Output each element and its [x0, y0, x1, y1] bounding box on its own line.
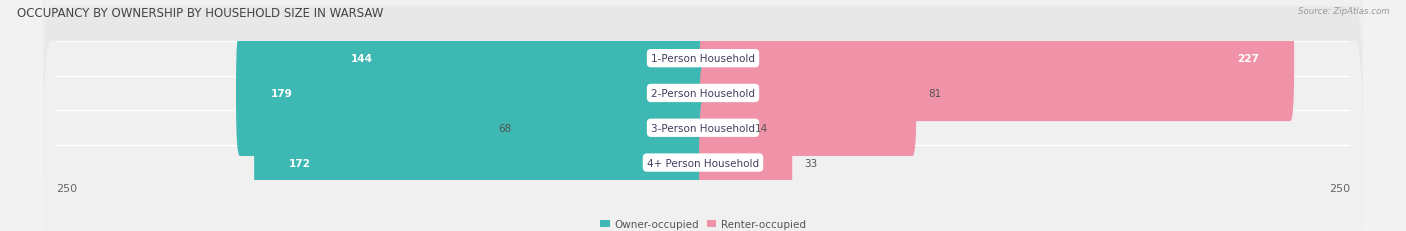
- FancyBboxPatch shape: [523, 66, 707, 191]
- Text: 179: 179: [271, 88, 292, 99]
- Text: 3-Person Household: 3-Person Household: [651, 123, 755, 133]
- FancyBboxPatch shape: [236, 31, 707, 156]
- Text: 250: 250: [1329, 183, 1350, 193]
- Text: 172: 172: [290, 158, 311, 168]
- FancyBboxPatch shape: [44, 0, 1362, 180]
- Text: OCCUPANCY BY OWNERSHIP BY HOUSEHOLD SIZE IN WARSAW: OCCUPANCY BY OWNERSHIP BY HOUSEHOLD SIZE…: [17, 7, 384, 20]
- Text: 14: 14: [755, 123, 768, 133]
- Text: 81: 81: [928, 88, 942, 99]
- Text: 2-Person Household: 2-Person Household: [651, 88, 755, 99]
- FancyBboxPatch shape: [699, 66, 744, 191]
- Text: 68: 68: [498, 123, 512, 133]
- Text: Source: ZipAtlas.com: Source: ZipAtlas.com: [1298, 7, 1389, 16]
- FancyBboxPatch shape: [44, 7, 1362, 231]
- FancyBboxPatch shape: [44, 0, 1362, 215]
- FancyBboxPatch shape: [326, 0, 707, 122]
- FancyBboxPatch shape: [254, 100, 707, 225]
- FancyBboxPatch shape: [44, 42, 1362, 231]
- Text: 4+ Person Household: 4+ Person Household: [647, 158, 759, 168]
- Legend: Owner-occupied, Renter-occupied: Owner-occupied, Renter-occupied: [596, 215, 810, 231]
- Text: 33: 33: [804, 158, 817, 168]
- FancyBboxPatch shape: [699, 0, 1294, 122]
- Text: 144: 144: [352, 54, 373, 64]
- FancyBboxPatch shape: [699, 31, 917, 156]
- Text: 227: 227: [1237, 54, 1260, 64]
- Text: 1-Person Household: 1-Person Household: [651, 54, 755, 64]
- Text: 250: 250: [56, 183, 77, 193]
- FancyBboxPatch shape: [699, 100, 792, 225]
